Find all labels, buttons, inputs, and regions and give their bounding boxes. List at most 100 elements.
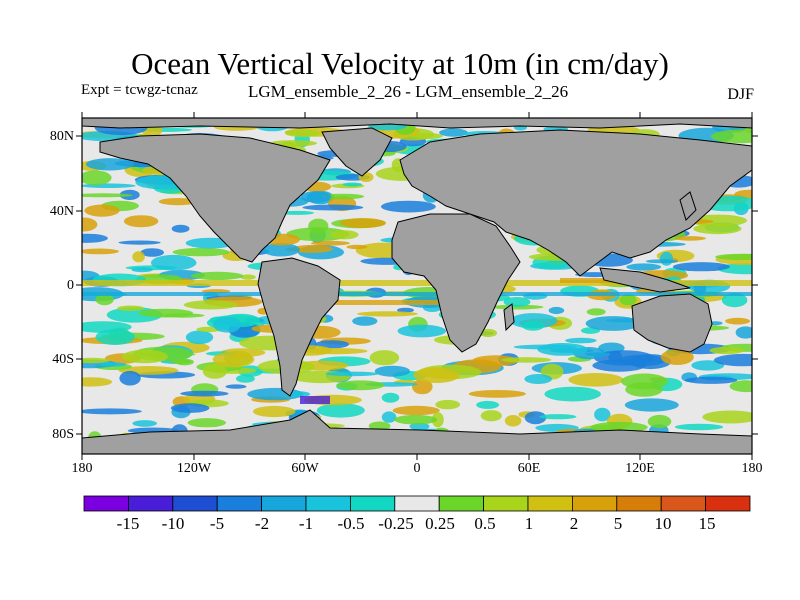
velocity-patch: [480, 410, 502, 422]
x-tick-label: 180: [71, 461, 93, 476]
velocity-patch: [392, 405, 440, 416]
velocity-patch: [479, 328, 498, 338]
velocity-patch: [342, 182, 363, 187]
velocity-patch: [279, 210, 315, 215]
colorbar-swatch: [83, 495, 129, 512]
velocity-patch: [330, 230, 359, 240]
velocity-patch: [524, 374, 552, 384]
velocity-patch: [240, 274, 256, 280]
x-tick-label: 0: [413, 461, 421, 476]
velocity-patch: [381, 392, 400, 403]
colorbar-swatch: [349, 495, 396, 512]
velocity-patch: [702, 410, 752, 424]
velocity-patch: [439, 128, 468, 137]
velocity-patch: [138, 308, 193, 318]
velocity-patch: [82, 193, 133, 198]
x-axis-ticks: [81, 112, 753, 460]
velocity-patch: [521, 320, 545, 331]
y-axis-ticks: [76, 135, 758, 435]
velocity-patch: [170, 403, 210, 413]
velocity-patch: [568, 373, 624, 387]
velocity-patch: [585, 316, 641, 331]
y-tick-label: 80S: [52, 427, 74, 442]
velocity-patch: [503, 297, 531, 307]
colorbar-label: 1: [524, 514, 534, 533]
velocity-patch: [476, 400, 500, 409]
velocity-patch: [183, 300, 238, 310]
land-australia: [631, 293, 713, 353]
velocity-patch: [82, 217, 98, 232]
velocity-patch: [659, 251, 674, 266]
velocity-patch: [310, 240, 350, 246]
velocity-patch: [284, 129, 321, 137]
velocity-patch: [513, 344, 577, 350]
velocity-patch: [82, 408, 142, 415]
velocity-patch: [472, 355, 519, 367]
velocity-patch: [590, 421, 648, 433]
velocity-patch: [490, 304, 544, 310]
velocity-patch: [693, 223, 742, 235]
velocity-patch: [190, 271, 244, 280]
velocity-patch: [435, 399, 461, 410]
velocity-band: [82, 280, 752, 286]
x-tick-label: 120W: [176, 461, 212, 476]
velocity-patch: [524, 411, 547, 425]
y-tick-label: 40S: [52, 352, 74, 367]
velocity-patch: [172, 247, 230, 257]
velocity-patch: [725, 317, 750, 325]
land-arctic: [82, 118, 752, 129]
colorbar-label: -5: [209, 514, 225, 533]
velocity-patch: [586, 308, 606, 316]
velocity-patch: [539, 414, 577, 420]
velocity-patch: [619, 294, 637, 306]
velocity-patch: [262, 243, 300, 257]
velocity-patch: [180, 390, 229, 397]
land-madagascar: [503, 303, 515, 332]
velocity-patch: [715, 253, 752, 261]
velocity-patch: [647, 414, 672, 429]
colorbar-swatch: [127, 495, 174, 512]
velocity-patch: [548, 306, 565, 315]
season-label: DJF: [727, 86, 754, 103]
velocity-patch: [169, 359, 192, 364]
y-tick-label: 40N: [49, 204, 74, 219]
y-tick-label: 80N: [49, 129, 74, 144]
velocity-patch: [187, 418, 226, 428]
velocity-patch: [501, 357, 552, 363]
colorbar-label: -1: [298, 514, 314, 533]
velocity-patch: [713, 353, 752, 367]
velocity-patch: [336, 380, 385, 391]
velocity-patch: [624, 398, 679, 412]
velocity-patch: [212, 316, 242, 333]
velocity-patch: [368, 421, 391, 431]
colorbar-label: 0.25: [425, 514, 455, 533]
velocity-patch: [150, 254, 197, 271]
plot-title: Ocean Vertical Velocity at 10m (in cm/da…: [131, 46, 669, 81]
velocity-patch: [117, 305, 144, 311]
velocity-patch: [82, 377, 113, 387]
colorbar-swatch: [394, 495, 440, 512]
colorbar-swatch: [261, 495, 307, 512]
colorbar-swatch: [438, 495, 485, 512]
velocity-patch: [316, 403, 365, 418]
velocity-patch: [82, 248, 119, 255]
velocity-patch: [252, 405, 296, 418]
velocity-patch: [84, 204, 120, 217]
velocity-patch: [132, 251, 145, 263]
velocity-patch: [315, 340, 350, 349]
velocity-patch: [140, 248, 164, 257]
colorbar-label: -15: [116, 514, 140, 533]
x-tick-label: 180: [741, 461, 763, 476]
velocity-patch: [304, 348, 368, 355]
velocity-patch: [95, 293, 114, 306]
velocity-patch: [99, 362, 127, 367]
velocity-patch: [132, 420, 157, 427]
velocity-patch: [413, 367, 460, 384]
velocity-patch: [660, 349, 694, 365]
velocity-patch: [565, 337, 597, 344]
land-masses: [82, 118, 752, 454]
x-tick-label: 60E: [517, 461, 541, 476]
land-indonesia: [599, 267, 691, 293]
velocity-patch: [397, 307, 414, 313]
